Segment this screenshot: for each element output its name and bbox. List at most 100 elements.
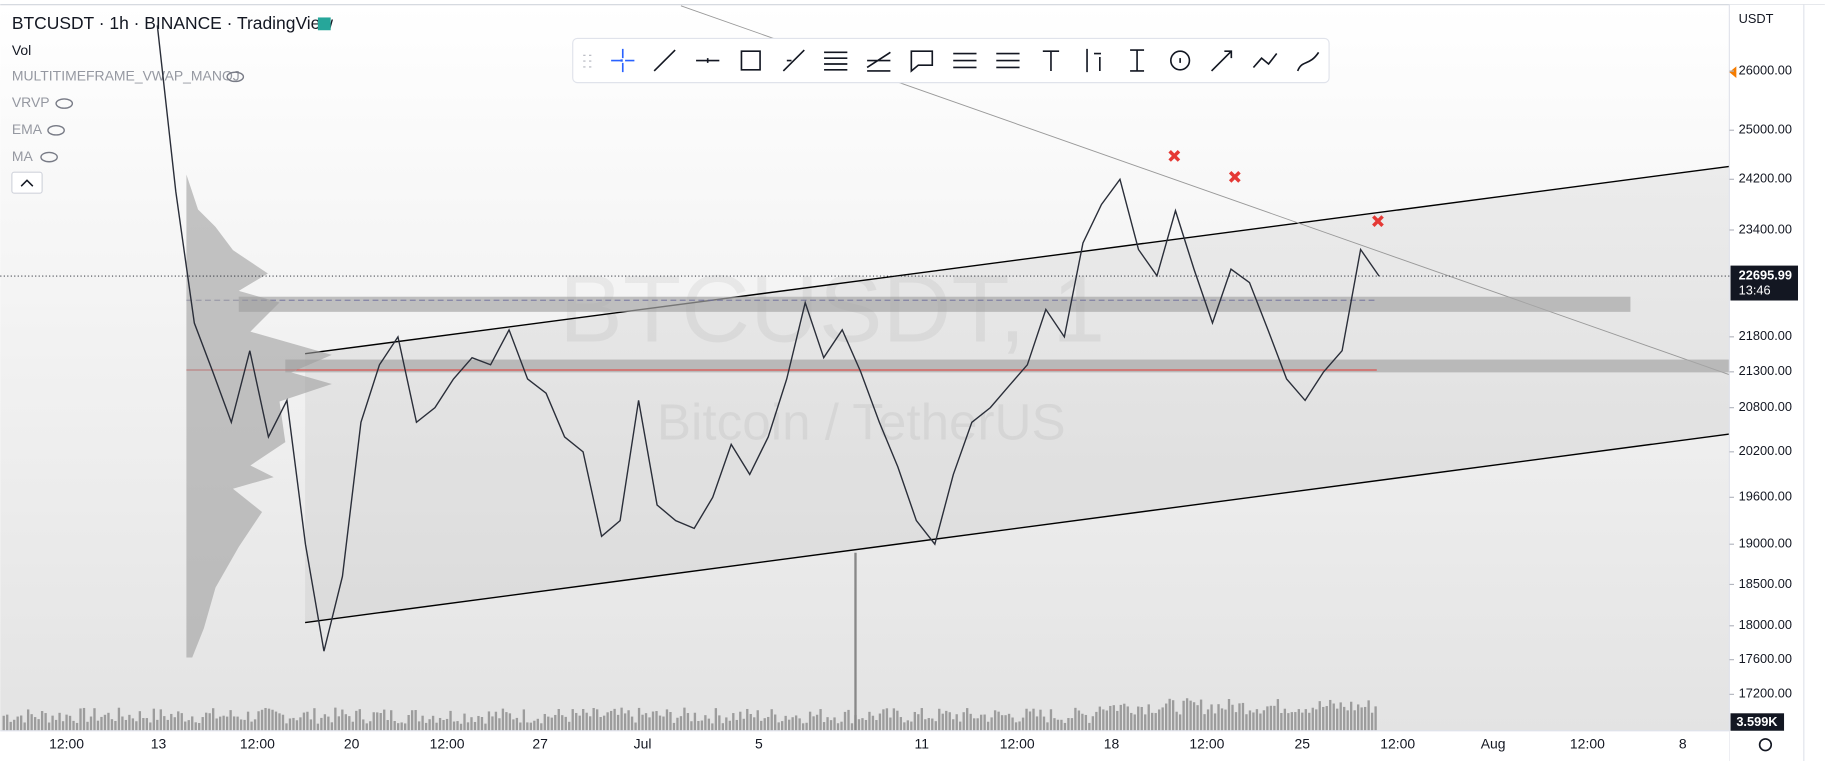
volume-bar: [770, 709, 773, 731]
volume-bar: [236, 716, 239, 731]
volume-bar: [299, 717, 302, 731]
volume-bar: [861, 718, 864, 731]
volume-bar: [840, 721, 843, 731]
volume-bar: [575, 712, 578, 731]
volume-bar: [114, 720, 117, 731]
tool-icon[interactable]: [1086, 48, 1102, 73]
volume-bar: [452, 721, 456, 731]
volume-bar: [292, 717, 295, 731]
volume-bar: [1290, 712, 1293, 731]
tool-icon[interactable]: [653, 49, 676, 72]
indicator[interactable]: EMA: [12, 121, 43, 137]
volume-bar: [875, 720, 878, 731]
volume-bar: [1116, 710, 1119, 731]
volume-bar: [33, 717, 37, 731]
volume-bar: [212, 708, 215, 731]
volume-bar: [522, 709, 526, 731]
tool-icon[interactable]: [910, 50, 934, 73]
volume-bar: [805, 722, 808, 731]
tool-icon[interactable]: [1296, 51, 1320, 72]
volume-bar: [920, 708, 923, 731]
tool-icon[interactable]: [782, 49, 805, 72]
x-tick-label: 12:00: [1380, 735, 1415, 751]
volume-bar: [1224, 709, 1227, 731]
volume-bar: [620, 707, 623, 731]
volume-bar: [899, 717, 903, 731]
volume-bar: [1084, 714, 1088, 731]
tool-icon[interactable]: [1130, 49, 1145, 72]
tool-icon[interactable]: [866, 51, 891, 72]
volume-bar: [1004, 715, 1007, 731]
tool-icon[interactable]: [824, 51, 848, 71]
volume-bar: [819, 709, 822, 731]
volume-bar: [986, 721, 990, 731]
eye-off[interactable]: [55, 98, 74, 109]
tool-icon[interactable]: [740, 50, 761, 71]
volume-bar: [463, 713, 466, 731]
eye-off[interactable]: [226, 71, 245, 83]
tool-icon[interactable]: [696, 58, 720, 63]
volume-bar: [145, 718, 149, 731]
volume-bar: [791, 717, 794, 731]
volume-bar: [306, 711, 309, 731]
volume-bar: [341, 709, 344, 731]
volume-bar: [648, 717, 651, 731]
volume-bar: [1067, 718, 1070, 731]
indicator[interactable]: VRVP: [12, 94, 50, 110]
tool-icon[interactable]: [1170, 50, 1191, 71]
watermark-description: Bitcoin / TetherUS: [657, 393, 1066, 450]
tool-icon[interactable]: [1042, 50, 1060, 71]
alert-marker: [1729, 66, 1737, 78]
volume-bar: [267, 708, 271, 731]
volume-bar: [156, 719, 159, 731]
volume-bar: [54, 719, 58, 731]
y-tick-label: 21800.00: [1739, 328, 1792, 343]
volume-bar: [372, 712, 375, 731]
volume-bar: [1325, 706, 1328, 731]
volume-bar: [1161, 707, 1164, 731]
eye-off[interactable]: [47, 124, 65, 136]
volume-bar: [931, 718, 934, 731]
volume-bar: [948, 712, 951, 731]
volume-bar: [369, 721, 372, 731]
volume-bar: [763, 718, 766, 731]
volume-bar: [1259, 713, 1262, 731]
volume-bar: [2, 715, 5, 731]
volume-bar: [1329, 699, 1332, 731]
volume-bar: [1210, 704, 1213, 731]
volume-bar: [194, 722, 197, 731]
volume-bar: [536, 718, 539, 731]
volume-bar: [714, 708, 718, 731]
collapse-button[interactable]: [11, 171, 43, 194]
volume-bar: [1315, 709, 1318, 731]
tool-icon[interactable]: [996, 52, 1020, 69]
tool-hover[interactable]: [620, 59, 623, 62]
volume-bar: [1336, 708, 1339, 731]
volume-bar: [131, 718, 135, 731]
volume-bar: [13, 719, 16, 731]
volume-bar: [1350, 701, 1353, 731]
eye-off[interactable]: [40, 151, 58, 163]
currency[interactable]: USDT: [1739, 11, 1774, 26]
volume-bar: [1206, 709, 1210, 731]
volume-bar: [288, 718, 292, 731]
volume-bar: [540, 723, 543, 731]
volume-bar: [1158, 709, 1161, 731]
tool-icon[interactable]: [1252, 53, 1278, 69]
tool-icon[interactable]: [1210, 50, 1233, 72]
x-tick-label: 12:00: [1570, 735, 1605, 751]
volume-bar: [1283, 708, 1287, 731]
volume-bar: [1245, 714, 1248, 731]
volume-bar: [487, 711, 491, 731]
volume-bar: [599, 716, 602, 731]
indicator[interactable]: MULTITIMEFRAME_VWAP_MANOJ: [12, 67, 240, 83]
indicator[interactable]: MA: [12, 148, 34, 164]
volume-bar: [1014, 722, 1018, 731]
volume-bar: [44, 713, 47, 731]
tool-icon[interactable]: [953, 52, 977, 69]
volume-bar: [47, 722, 51, 731]
volume-bar: [246, 711, 250, 731]
settings-button[interactable]: [1758, 738, 1773, 752]
volume-bar: [962, 712, 965, 731]
volume-bar: [1035, 716, 1039, 731]
